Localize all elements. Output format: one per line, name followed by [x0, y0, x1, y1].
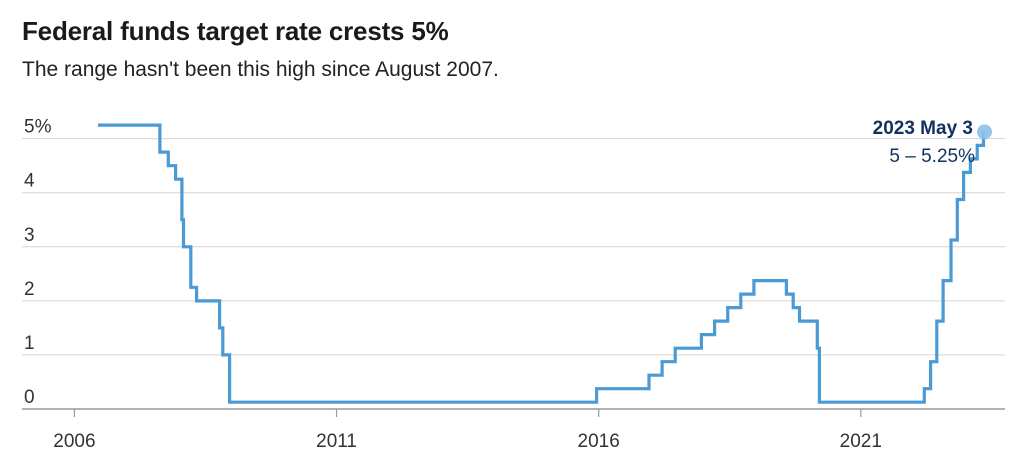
x-tick-label: 2021: [840, 431, 882, 452]
x-tick-label: 2016: [578, 431, 620, 452]
y-tick-label: 4: [24, 171, 35, 192]
y-axis: 0 1 2 3 4 5%: [24, 117, 52, 408]
series-layer: [98, 123, 993, 404]
y-tick-label: 0: [24, 387, 35, 408]
y-tick-label: 1: [24, 333, 35, 354]
y-tick-label: 3: [24, 225, 35, 246]
x-tick-label: 2011: [316, 431, 357, 452]
annotation-value: 5 – 5.25%: [889, 146, 975, 167]
chart-title: Federal funds target rate crests 5%: [22, 16, 449, 46]
chart-subtitle: The range hasn't been this high since Au…: [22, 58, 499, 81]
y-tick-label: 2: [24, 279, 35, 300]
x-axis: 2006 2011 2016 2021: [53, 409, 882, 452]
annotation-date: 2023 May 3: [873, 118, 973, 139]
grid-lines: [22, 138, 1005, 410]
annotation: 2023 May 3 5 – 5.25%: [873, 118, 975, 167]
series-endpoint-marker: [977, 124, 993, 140]
y-tick-label: 5%: [24, 117, 52, 138]
x-tick-label: 2006: [53, 431, 95, 452]
series-line: [98, 123, 986, 404]
